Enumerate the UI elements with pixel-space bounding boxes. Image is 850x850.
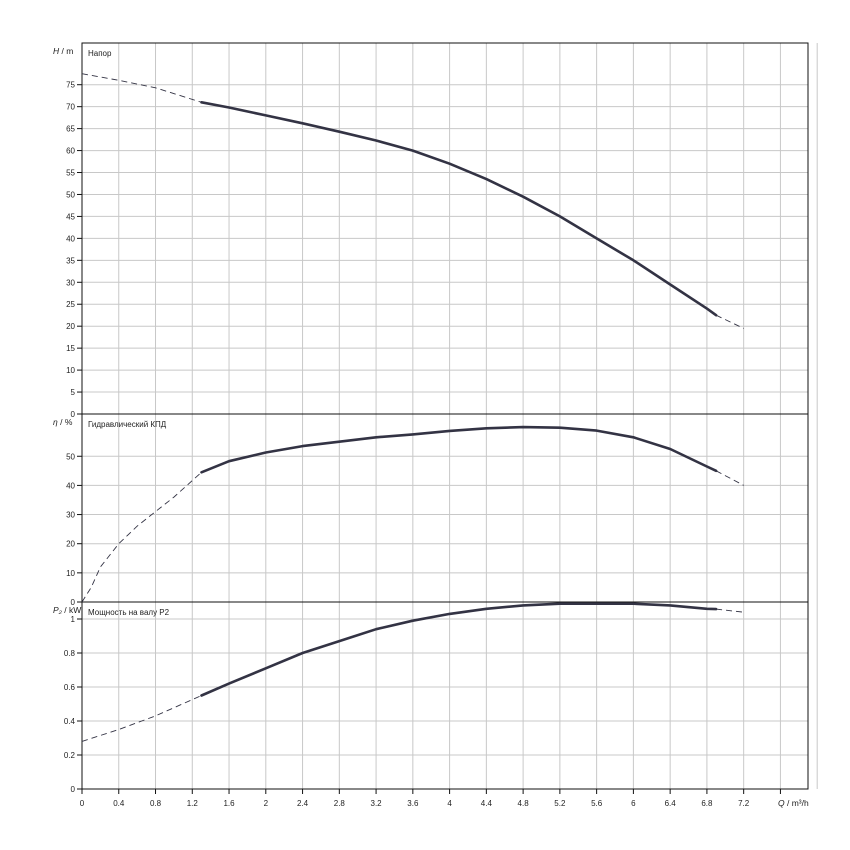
- panel-title-power: Мощность на валу P2: [88, 608, 170, 617]
- y-tick-label-efficiency: 0: [71, 598, 76, 607]
- curves-layer: [81, 73, 744, 742]
- y-axis-unit-efficiency: / %: [58, 417, 73, 427]
- y-tick-label-power: 0.8: [64, 649, 76, 658]
- curve-operating-head: [200, 101, 718, 317]
- curve-operating-power: [200, 602, 718, 697]
- y-axis-symbol-head: H: [53, 46, 60, 56]
- x-tick-label: 6: [631, 799, 636, 808]
- x-tick-label: 4.8: [518, 799, 530, 808]
- y-axis-label-efficiency: η / %: [53, 417, 73, 427]
- y-axis-symbol-efficiency: η: [53, 417, 58, 427]
- y-tick-label-efficiency: 50: [66, 452, 75, 461]
- y-tick-label-head: 35: [66, 256, 75, 265]
- y-axis-unit-head: / m: [59, 46, 73, 56]
- y-tick-label-head: 65: [66, 125, 75, 134]
- x-tick-label: 0: [80, 799, 85, 808]
- y-tick-label-head: 30: [66, 278, 75, 287]
- y-tick-label-head: 75: [66, 81, 75, 90]
- curve-operating-efficiency: [200, 425, 718, 474]
- x-tick-label: 5.6: [591, 799, 603, 808]
- y-tick-label-head: 25: [66, 300, 75, 309]
- x-axis-label: Q / m³/h: [778, 798, 809, 808]
- x-tick-label: 6.4: [665, 799, 677, 808]
- y-tick-label-head: 10: [66, 366, 75, 375]
- x-tick-label: 4: [447, 799, 452, 808]
- panel-title-head: Напор: [88, 49, 112, 58]
- panel-frame-power: [81, 601, 809, 790]
- y-tick-label-power: 0.4: [64, 717, 76, 726]
- x-tick-label: 3.6: [407, 799, 419, 808]
- y-tick-label-power: 1: [71, 615, 76, 624]
- y-axis-symbol-power: P₂: [53, 605, 63, 615]
- curve-extrapolated-start-efficiency: [81, 471, 202, 603]
- y-tick-label-head: 0: [71, 410, 76, 419]
- x-tick-label: 3.2: [371, 799, 383, 808]
- y-tick-label-power: 0: [71, 785, 76, 794]
- y-tick-label-head: 40: [66, 234, 75, 243]
- grid-layer: [82, 43, 818, 789]
- panel-title-efficiency: Гидравлический КПД: [88, 420, 167, 429]
- panel-frame-efficiency: [81, 413, 809, 603]
- y-axis-label-power: P₂ / kW: [53, 605, 81, 615]
- curve-extrapolated-start-head: [81, 73, 202, 103]
- x-axis-symbol: Q: [778, 798, 785, 808]
- y-tick-label-head: 70: [66, 103, 75, 112]
- y-tick-label-head: 20: [66, 322, 75, 331]
- curve-extrapolated-start-power: [81, 695, 202, 742]
- y-tick-label-head: 60: [66, 147, 75, 156]
- x-tick-label: 7.2: [738, 799, 750, 808]
- y-tick-label-efficiency: 30: [66, 511, 75, 520]
- y-tick-label-power: 0.6: [64, 683, 76, 692]
- x-tick-label: 0.8: [150, 799, 162, 808]
- y-axis-unit-power: / kW: [62, 605, 81, 615]
- y-tick-label-head: 15: [66, 344, 75, 353]
- curve-extrapolated-end-efficiency: [715, 470, 744, 486]
- y-tick-label-head: 50: [66, 190, 75, 199]
- x-tick-label: 6.8: [701, 799, 713, 808]
- x-tick-label: 0.4: [113, 799, 125, 808]
- x-tick-label: 1.6: [223, 799, 235, 808]
- y-tick-label-head: 5: [71, 388, 76, 397]
- x-tick-label: 2.4: [297, 799, 309, 808]
- x-tick-label: 5.2: [554, 799, 566, 808]
- x-tick-label: 1.2: [187, 799, 199, 808]
- frame-layer: [81, 42, 809, 790]
- curve-extrapolated-end-head: [715, 314, 744, 329]
- x-tick-label: 2: [264, 799, 269, 808]
- y-tick-label-efficiency: 10: [66, 569, 75, 578]
- y-tick-label-head: 45: [66, 212, 75, 221]
- ticks-layer: [77, 84, 781, 794]
- x-axis-unit: / m³/h: [785, 798, 809, 808]
- y-tick-label-head: 55: [66, 169, 75, 178]
- y-axis-label-head: H / m: [53, 46, 73, 56]
- x-tick-label: 2.8: [334, 799, 346, 808]
- x-tick-label: 4.4: [481, 799, 493, 808]
- y-tick-label-efficiency: 20: [66, 540, 75, 549]
- y-tick-label-efficiency: 40: [66, 481, 75, 490]
- curve-extrapolated-end-power: [716, 608, 744, 613]
- y-tick-label-power: 0.2: [64, 751, 76, 760]
